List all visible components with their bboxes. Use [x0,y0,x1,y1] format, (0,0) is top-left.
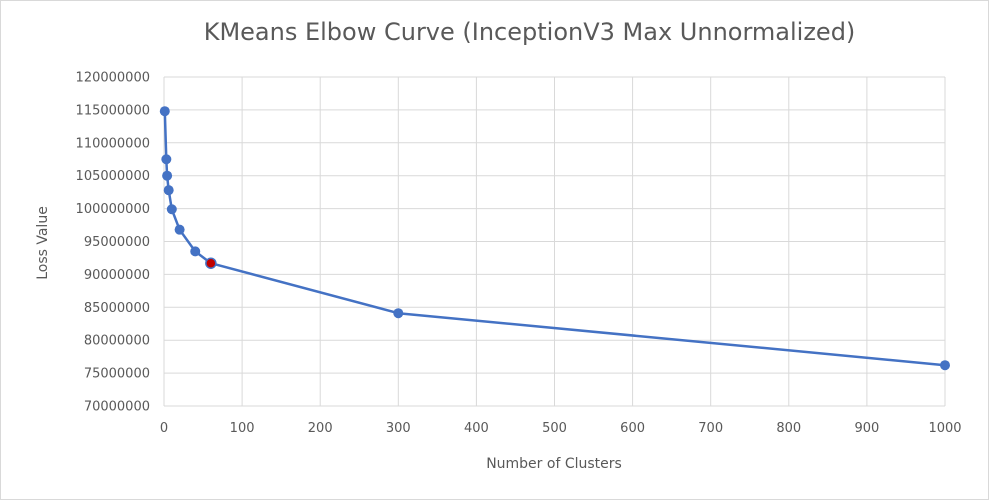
series-polyline [163,111,946,367]
y-tick-label: 110000000 [76,136,150,151]
data-point [166,204,177,215]
x-tick-label: 600 [620,421,645,436]
y-axis-label: Loss Value [35,206,51,280]
y-tick-label: 115000000 [76,103,150,118]
x-axis-label: Number of Clusters [486,456,622,472]
data-points [159,106,950,371]
data-point [162,170,173,181]
x-tick-label: 900 [854,421,879,436]
y-tick-label: 120000000 [76,71,150,86]
data-point [174,224,185,235]
series-line [163,111,946,367]
x-tick-label: 1000 [928,421,961,436]
y-tick-label: 70000000 [84,400,150,415]
y-tick-label: 105000000 [76,169,150,184]
y-tick-label: 95000000 [84,235,150,250]
x-tick-label: 700 [698,421,723,436]
x-tick-label: 100 [230,421,255,436]
data-point [161,154,172,165]
x-tick-labels: 0 100 200 300 400 500 600 700 800 900 1000 [160,421,962,436]
y-tick-label: 85000000 [84,301,150,316]
highlighted-data-point [205,257,217,269]
data-point [940,360,950,371]
x-tick-label: 400 [464,421,489,436]
chart-title: KMeans Elbow Curve (InceptionV3 Max Unno… [203,18,856,46]
y-tick-labels: 70000000 75000000 80000000 85000000 90000000… [76,71,150,415]
x-tick-label: 300 [386,421,411,436]
x-tick-label: 800 [776,421,801,436]
y-tick-label: 80000000 [84,334,150,349]
y-tick-label: 100000000 [76,202,150,217]
x-tick-label: 0 [160,421,168,436]
y-tick-label: 90000000 [84,268,150,283]
data-point [163,185,174,196]
y-tick-label: 75000000 [84,367,150,382]
data-point [159,106,170,117]
x-tick-label: 200 [308,421,333,436]
x-tick-label: 500 [542,421,567,436]
data-point [393,308,404,319]
data-point [190,246,201,257]
gridlines [163,76,946,407]
